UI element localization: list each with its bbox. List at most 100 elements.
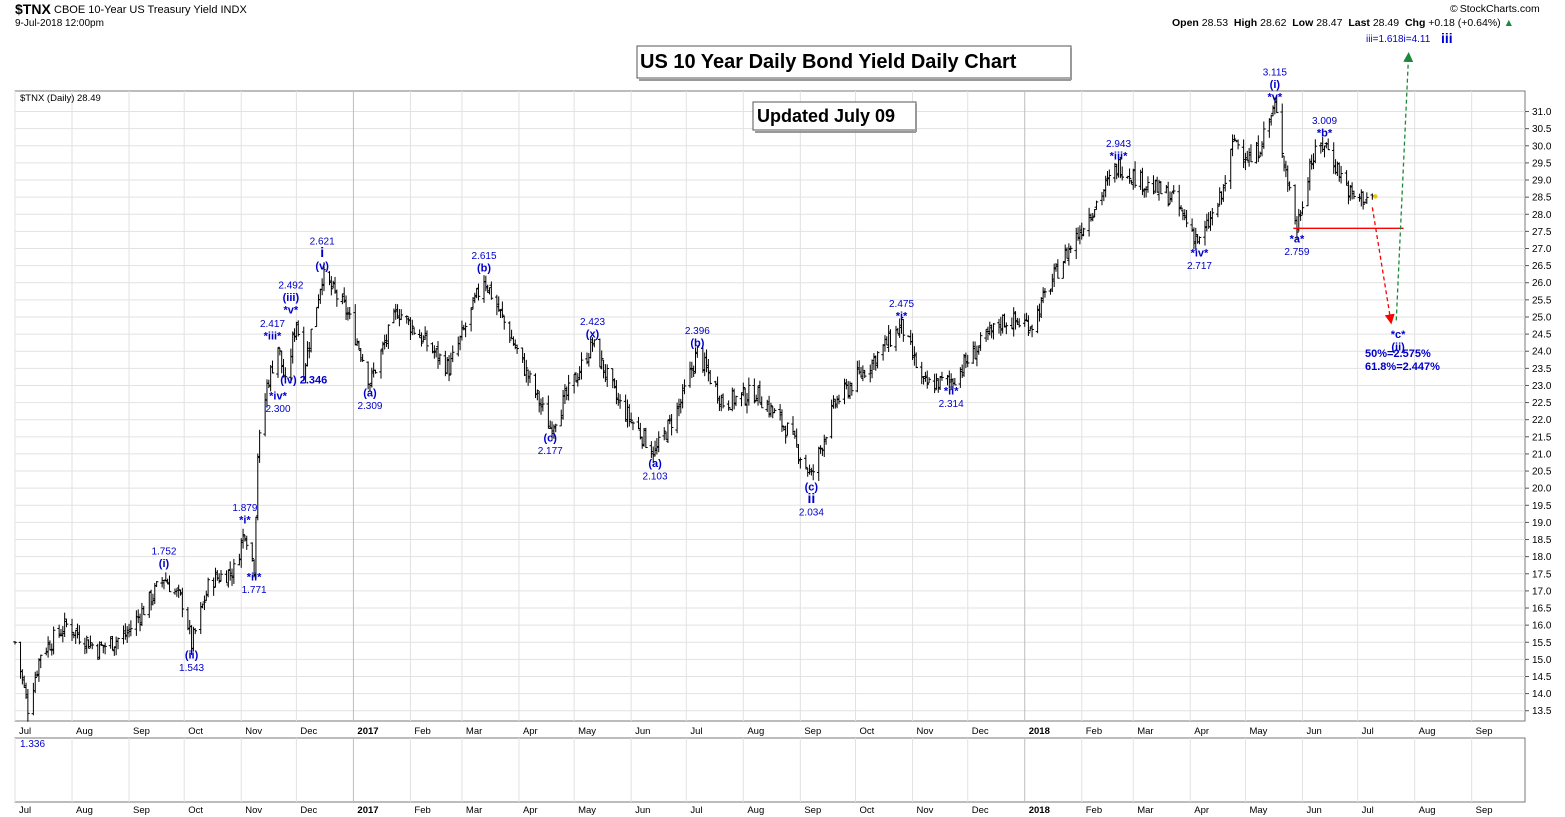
x-tick-label: Jun bbox=[1306, 805, 1321, 816]
y-tick-label: 19.5 bbox=[1532, 501, 1552, 512]
wave-label-line: 2.177 bbox=[538, 446, 563, 457]
last-label: Last bbox=[1348, 17, 1370, 29]
x-tick-label: Dec bbox=[300, 726, 317, 737]
wave-label-line: (i) bbox=[1270, 79, 1281, 91]
lower-panel-label: 1.336 bbox=[20, 739, 45, 750]
ohlc-bar bbox=[447, 355, 451, 382]
ohlc-bar bbox=[862, 369, 867, 379]
ohlc-bar bbox=[1262, 121, 1266, 149]
ohlc-bar bbox=[257, 429, 262, 463]
title-box: US 10 Year Daily Bond Yield Daily Chart bbox=[636, 45, 1072, 81]
y-tick-label: 27.0 bbox=[1532, 244, 1552, 255]
brand[interactable]: © StockCharts.com bbox=[1450, 3, 1540, 15]
x-tick-label: Jun bbox=[1306, 726, 1321, 737]
ohlc-bar bbox=[1179, 205, 1183, 210]
ohlc-bar bbox=[682, 379, 687, 395]
chart-title: US 10 Year Daily Bond Yield Daily Chart bbox=[640, 51, 1017, 73]
x-tick-label: Sep bbox=[1476, 805, 1493, 816]
wave-label-line: *i* bbox=[239, 515, 251, 527]
wave-label-line: 2.034 bbox=[799, 508, 824, 519]
wave-label: 1.752(i) bbox=[151, 547, 176, 571]
wave-label-line: 2.396 bbox=[685, 326, 710, 337]
symbol: $TNX bbox=[15, 1, 51, 17]
wave-label-line: *b* bbox=[1317, 128, 1333, 140]
ohlc-bar bbox=[644, 427, 648, 449]
x-tick-label: Sep bbox=[1476, 726, 1493, 737]
ohlc-bar bbox=[656, 431, 661, 453]
ohlc-bar bbox=[129, 620, 133, 637]
x-tick-label: 2017 bbox=[357, 805, 378, 816]
ohlc-bar bbox=[669, 413, 674, 436]
wave-label: *a* 2.759 bbox=[1284, 233, 1309, 258]
y-tick-label: 25.5 bbox=[1532, 295, 1552, 306]
low-label: Low bbox=[1292, 17, 1314, 29]
ohlc-bar bbox=[250, 542, 255, 562]
ohlc-bar bbox=[283, 367, 288, 379]
ohlc-bar bbox=[309, 328, 313, 353]
chg-value: +0.18 (+0.64%) bbox=[1428, 17, 1501, 29]
ohlc-bar bbox=[566, 374, 571, 401]
wave-label-line: (ii) bbox=[1391, 341, 1405, 353]
ohlc-bar bbox=[1326, 138, 1331, 151]
ohlc-bar bbox=[1184, 209, 1189, 228]
y-tick-label: 21.0 bbox=[1532, 449, 1552, 460]
ohlc-bar bbox=[217, 573, 221, 584]
ohlc-bar bbox=[241, 528, 245, 549]
wave-label-line: (c) bbox=[805, 482, 819, 494]
wave-label: 2.615(b) bbox=[471, 251, 496, 275]
wave-label-line: 2.417 bbox=[260, 319, 285, 330]
x-tick-label: Aug bbox=[76, 805, 93, 816]
wave-label-line: *ii* bbox=[247, 572, 262, 584]
ohlc-bar bbox=[1017, 318, 1022, 328]
ohlc-bar bbox=[386, 324, 391, 349]
ohlc-bar bbox=[1230, 134, 1235, 157]
wave-label-line: *i* bbox=[896, 311, 908, 323]
wave-label-line: 1.879 bbox=[232, 503, 257, 514]
x-tick-label: 2017 bbox=[357, 726, 378, 737]
ohlc-bar bbox=[747, 377, 751, 406]
ohlc-bar bbox=[953, 377, 957, 386]
chart-subtitle: Updated July 09 bbox=[757, 106, 895, 126]
chart-date: 9-Jul-2018 12:00pm bbox=[15, 18, 104, 29]
ohlc-bar bbox=[1120, 166, 1125, 181]
x-tick-label: Apr bbox=[523, 726, 538, 737]
wave-label-line: (iii) bbox=[283, 292, 300, 304]
ohlc-bar bbox=[296, 320, 301, 337]
y-tick-label: 24.0 bbox=[1532, 347, 1552, 358]
ohlc-bar bbox=[489, 281, 494, 300]
ohlc-bar bbox=[721, 393, 725, 409]
wave-label: *ii*1.771 bbox=[242, 572, 267, 597]
ohlc-bar bbox=[1339, 165, 1343, 184]
ohlc-bar bbox=[978, 332, 983, 351]
open-label: Open bbox=[1172, 17, 1199, 29]
ohlc-bar bbox=[914, 352, 919, 369]
target-note: iii=1.618i=4.11 bbox=[1366, 34, 1431, 45]
x-tick-label: Jul bbox=[690, 726, 702, 737]
x-tick-label: Nov bbox=[245, 726, 262, 737]
y-tick-label: 28.0 bbox=[1532, 210, 1552, 221]
ohlc-bar bbox=[1146, 176, 1150, 193]
x-tick-label: 2018 bbox=[1029, 805, 1050, 816]
wave-label-line: (i) bbox=[159, 558, 170, 570]
ohlc-bar bbox=[463, 322, 468, 338]
wave-label-line: *iv* bbox=[1191, 248, 1209, 260]
ohlc-bar bbox=[524, 359, 529, 383]
ohlc-bar bbox=[541, 397, 545, 412]
ohlc-bar bbox=[1365, 192, 1369, 204]
x-tick-label: Sep bbox=[804, 805, 821, 816]
wave-label: 3.115(i)*v* bbox=[1263, 67, 1288, 103]
ohlc-bar bbox=[412, 327, 416, 335]
wave-label: (iv) 2.346 bbox=[280, 375, 327, 387]
ohlc-bar bbox=[1043, 288, 1047, 298]
ohlc-bar bbox=[154, 581, 159, 588]
wave-label: 2.417*iii* bbox=[260, 319, 285, 343]
wave-label-line: (ii) bbox=[185, 650, 199, 662]
x-tick-label: Mar bbox=[466, 726, 482, 737]
x-tick-label: Jun bbox=[635, 726, 650, 737]
projection-up-arrow bbox=[1395, 52, 1414, 321]
ohlc-bar bbox=[244, 535, 249, 550]
overlays bbox=[1293, 52, 1414, 325]
x-tick-label: Oct bbox=[188, 805, 203, 816]
ohlc-bar bbox=[33, 671, 38, 694]
ohlc-bar bbox=[1127, 168, 1132, 184]
